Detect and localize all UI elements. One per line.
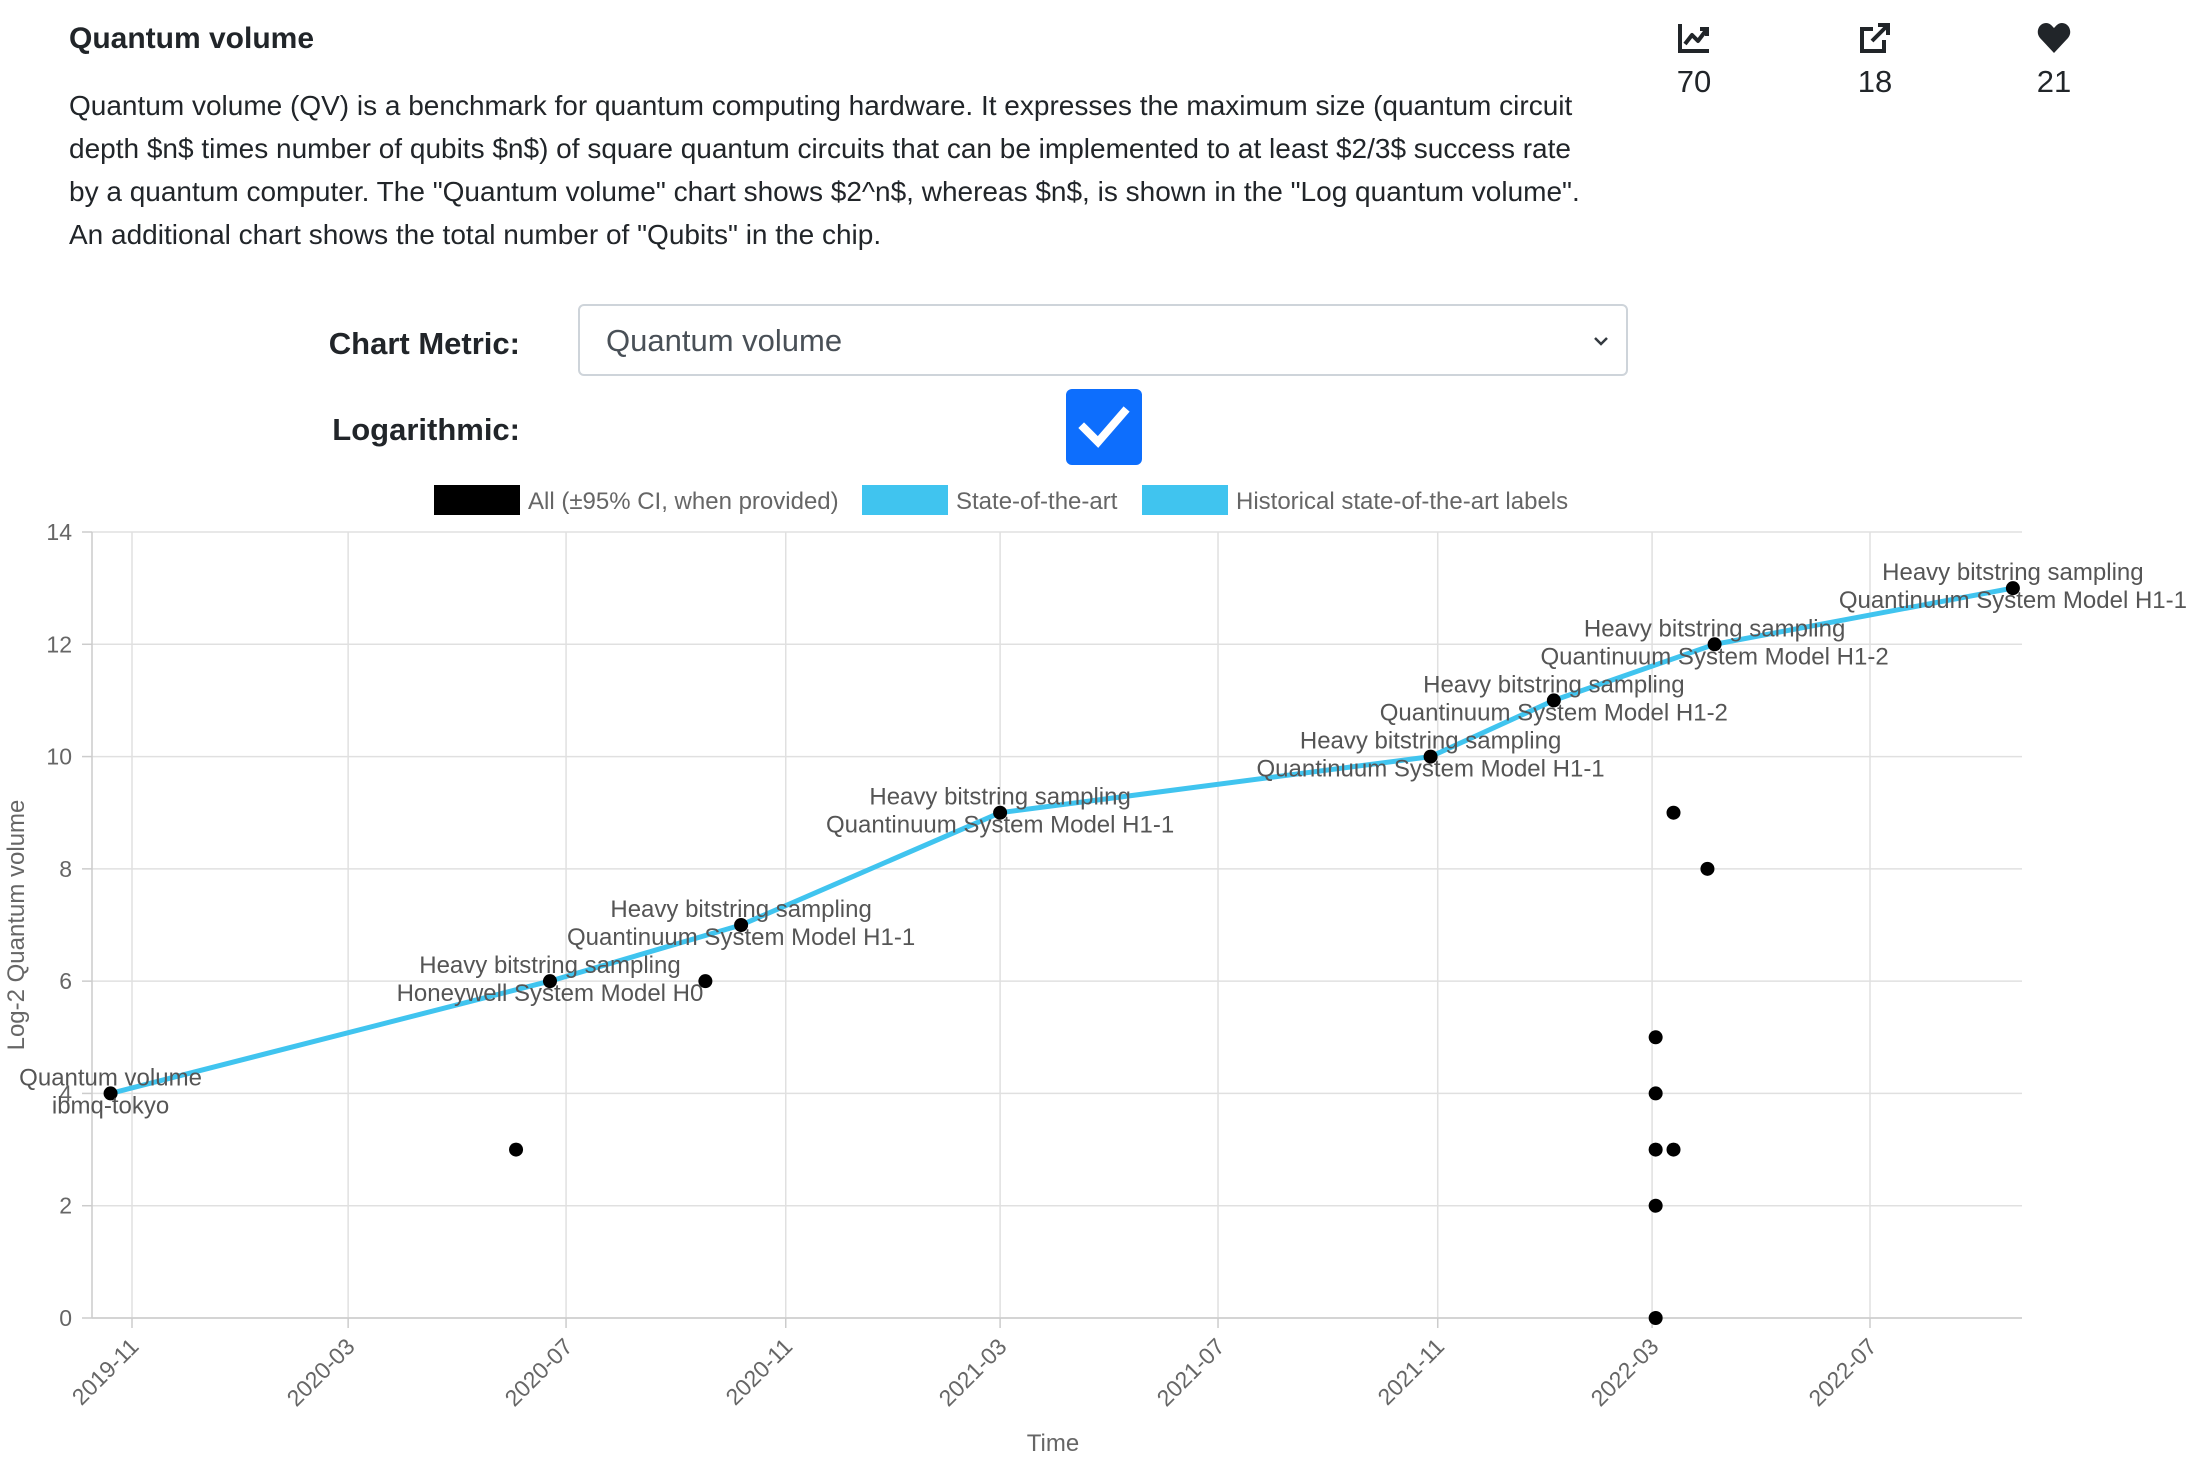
- annotation-method: Heavy bitstring sampling: [1423, 671, 1684, 698]
- data-point[interactable]: [2005, 581, 2020, 596]
- y-tick-label: 4: [59, 1080, 72, 1106]
- data-point[interactable]: [103, 1086, 118, 1101]
- y-tick-label: 2: [59, 1193, 72, 1219]
- annotation-device: Honeywell System Model H0: [397, 980, 704, 1007]
- chart-line-icon: [1678, 24, 1709, 53]
- annotation-device: ibmq-tokyo: [52, 1092, 169, 1119]
- data-point[interactable]: [1707, 637, 1722, 652]
- x-tick-label: 2020-03: [282, 1333, 360, 1411]
- legend-label[interactable]: State-of-the-art: [956, 488, 1118, 515]
- annotation-device: Quantinuum System Model H1-1: [1839, 587, 2187, 614]
- views-stat[interactable]: 70: [1634, 20, 1754, 100]
- annotation-method: Heavy bitstring sampling: [1300, 728, 1561, 755]
- annotation-device: Quantinuum System Model H1-1: [826, 812, 1174, 839]
- checkmark-icon: [1078, 406, 1130, 448]
- data-point[interactable]: [1546, 693, 1561, 708]
- legend-swatch: [1142, 485, 1228, 515]
- annotation-method: Quantum volume: [19, 1064, 202, 1091]
- shares-count: 18: [1857, 64, 1893, 99]
- quantum-volume-chart: All (±95% CI, when provided) State-of-the…: [3, 485, 2187, 1457]
- x-tick-label: 2022-03: [1586, 1333, 1664, 1411]
- legend-label[interactable]: All (±95% CI, when provided): [528, 488, 839, 515]
- annotation-device: Quantinuum System Model H1-2: [1380, 699, 1728, 726]
- data-point[interactable]: [698, 974, 713, 989]
- chart-legend[interactable]: All (±95% CI, when provided) State-of-the…: [434, 485, 1568, 515]
- all-points-series: [103, 581, 2020, 1325]
- legend-swatch: [434, 485, 520, 515]
- external-link-icon: [1860, 23, 1890, 53]
- y-tick-label: 6: [59, 968, 72, 994]
- logarithmic-label: Logarithmic:: [332, 412, 520, 447]
- data-point[interactable]: [509, 1142, 524, 1157]
- x-tick-label: 2019-11: [67, 1333, 144, 1410]
- y-tick-label: 10: [46, 744, 72, 770]
- annotation-method: Heavy bitstring sampling: [1882, 559, 2143, 586]
- chart-metric-label: Chart Metric:: [328, 326, 520, 361]
- annotation-device: Quantinuum System Model H1-1: [567, 924, 915, 951]
- y-tick-label: 12: [46, 631, 72, 657]
- data-point[interactable]: [1648, 1086, 1663, 1101]
- views-count: 70: [1676, 64, 1712, 99]
- y-axis-title: Log-2 Quantum volume: [3, 800, 30, 1051]
- legend-label[interactable]: Historical state-of-the-art labels: [1236, 488, 1568, 515]
- data-point[interactable]: [1666, 805, 1681, 820]
- annotation-device: Quantinuum System Model H1-1: [1257, 756, 1605, 783]
- data-point[interactable]: [1666, 1142, 1681, 1157]
- chart-metric-select[interactable]: Quantum volume: [578, 304, 1628, 376]
- x-axis-title: Time: [1027, 1430, 1079, 1457]
- legend-swatch: [862, 485, 948, 515]
- x-tick-label: 2021-03: [934, 1333, 1012, 1411]
- x-tick-label: 2020-07: [500, 1333, 578, 1411]
- chart-grid: [92, 531, 2022, 1319]
- data-point[interactable]: [1648, 1030, 1663, 1045]
- likes-count: 21: [2036, 64, 2072, 99]
- annotation-method: Heavy bitstring sampling: [869, 784, 1130, 811]
- chart-metric-value: Quantum volume: [606, 323, 843, 358]
- data-point[interactable]: [1648, 1142, 1663, 1157]
- chevron-down-icon: [1594, 337, 1608, 346]
- data-point[interactable]: [993, 805, 1008, 820]
- annotation-method: Heavy bitstring sampling: [610, 896, 871, 923]
- page-description: Quantum volume (QV) is a benchmark for q…: [69, 90, 1580, 250]
- annotation-method: Heavy bitstring sampling: [419, 952, 680, 979]
- x-tick-label: 2020-11: [720, 1333, 797, 1410]
- annotation-method: Heavy bitstring sampling: [1584, 615, 1845, 642]
- data-point[interactable]: [1700, 861, 1715, 876]
- data-point[interactable]: [1423, 749, 1438, 764]
- y-tick-label: 0: [59, 1305, 72, 1331]
- data-point[interactable]: [1648, 1311, 1663, 1325]
- data-point[interactable]: [542, 974, 557, 989]
- x-tick-label: 2022-07: [1803, 1333, 1881, 1411]
- logarithmic-checkbox[interactable]: [1066, 389, 1142, 465]
- data-point[interactable]: [734, 918, 749, 932]
- shares-stat[interactable]: 18: [1815, 20, 1935, 100]
- x-tick-label: 2021-11: [1372, 1333, 1449, 1410]
- likes-stat[interactable]: 21: [1994, 20, 2114, 100]
- y-tick-label: 14: [46, 519, 72, 545]
- heart-icon: [2037, 23, 2071, 53]
- page-title: Quantum volume: [69, 22, 315, 55]
- x-tick-label: 2021-07: [1151, 1333, 1229, 1411]
- data-point[interactable]: [1648, 1198, 1663, 1213]
- sota-series: [109, 585, 2014, 1096]
- sota-line: [109, 585, 2014, 1096]
- y-tick-label: 8: [59, 856, 72, 882]
- annotation-device: Quantinuum System Model H1-2: [1541, 643, 1889, 670]
